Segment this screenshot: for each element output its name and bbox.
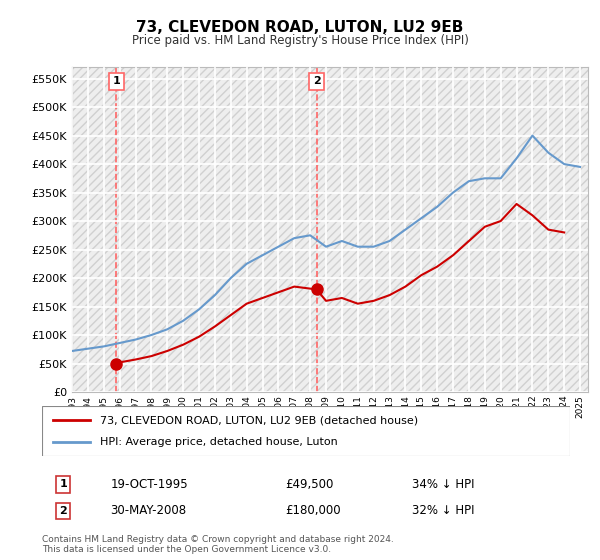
Text: Price paid vs. HM Land Registry's House Price Index (HPI): Price paid vs. HM Land Registry's House … [131, 34, 469, 46]
Text: 73, CLEVEDON ROAD, LUTON, LU2 9EB: 73, CLEVEDON ROAD, LUTON, LU2 9EB [136, 20, 464, 35]
Text: 19-OCT-1995: 19-OCT-1995 [110, 478, 188, 491]
FancyBboxPatch shape [42, 406, 570, 456]
Text: £180,000: £180,000 [285, 504, 341, 517]
Text: 1: 1 [59, 479, 67, 489]
Text: 2: 2 [313, 77, 320, 86]
Text: 30-MAY-2008: 30-MAY-2008 [110, 504, 187, 517]
Text: 2: 2 [59, 506, 67, 516]
Text: £49,500: £49,500 [285, 478, 333, 491]
Text: Contains HM Land Registry data © Crown copyright and database right 2024.
This d: Contains HM Land Registry data © Crown c… [42, 535, 394, 554]
Text: HPI: Average price, detached house, Luton: HPI: Average price, detached house, Luto… [100, 437, 338, 447]
Text: 32% ↓ HPI: 32% ↓ HPI [412, 504, 474, 517]
Text: 34% ↓ HPI: 34% ↓ HPI [412, 478, 474, 491]
Text: 73, CLEVEDON ROAD, LUTON, LU2 9EB (detached house): 73, CLEVEDON ROAD, LUTON, LU2 9EB (detac… [100, 415, 418, 425]
Text: 1: 1 [113, 77, 121, 86]
